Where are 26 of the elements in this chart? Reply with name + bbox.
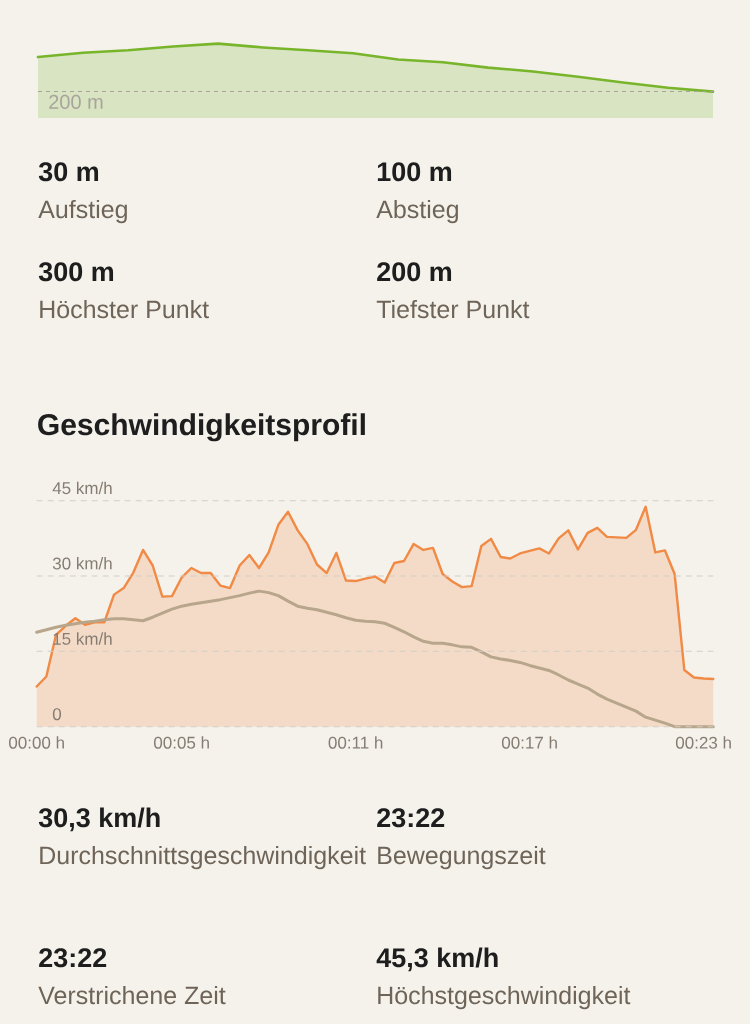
text: 23:22	[39, 948, 107, 968]
text: Tiefster Punkt	[376, 299, 530, 319]
x-tick-label: 00:23 h	[675, 736, 731, 749]
text: 100 m	[377, 162, 452, 182]
text: Bewegungszeit	[378, 845, 546, 870]
text: 30 m	[38, 162, 99, 182]
y-tick-label: 0	[52, 708, 62, 721]
x-tick-label: 00:05 h	[153, 736, 209, 749]
text: 200 m	[377, 262, 452, 282]
text: 45,3 km/h	[376, 947, 498, 972]
x-tick-label: 00:17 h	[501, 736, 557, 749]
text: 30,3 km/h	[38, 807, 160, 832]
text: Verstrichene Zeit	[38, 985, 226, 1005]
text: Höchstgeschwindigkeit	[378, 985, 631, 1010]
x-tick-label: 00:11 h	[328, 736, 383, 749]
text: Höchster Punkt	[40, 299, 209, 319]
text: Abstieg	[376, 199, 458, 224]
text: 300 m	[38, 262, 114, 282]
ref-line-label: 200 m	[49, 94, 103, 109]
text: Durchschnittsgeschwindigkeit	[40, 845, 366, 870]
text: Aufstieg	[38, 199, 127, 224]
text: 23:22	[377, 808, 445, 828]
y-tick-label: 45 km/h	[52, 481, 112, 495]
chart-title: Geschwindigkeitsprofil	[38, 413, 365, 442]
x-tick-label: 00:00 h	[9, 736, 64, 749]
y-tick-label: 30 km/h	[52, 557, 112, 570]
